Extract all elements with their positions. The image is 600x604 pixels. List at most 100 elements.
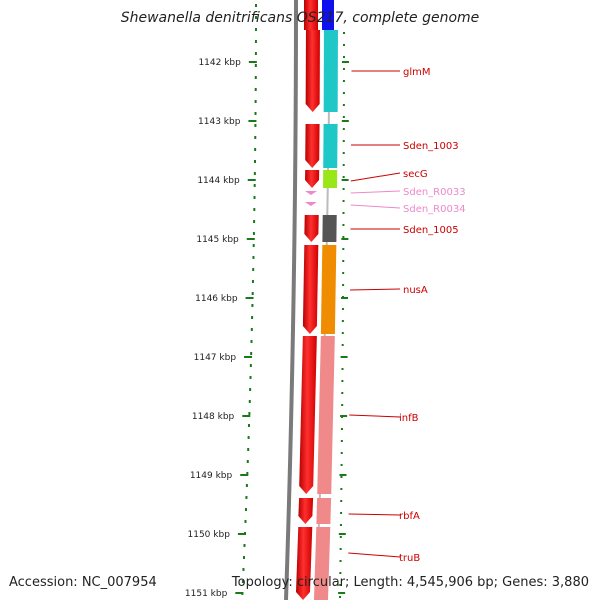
gene-band-Sden_1005	[322, 215, 337, 242]
ruler-tick	[340, 356, 348, 358]
ruler-dot	[340, 488, 343, 490]
ruler-tick	[341, 238, 349, 240]
ruler-tick	[237, 533, 246, 535]
ruler-dot	[341, 344, 344, 346]
ruler-tick-label: 1149 kbp	[190, 471, 233, 481]
ruler-dot	[254, 136, 257, 139]
gene-label-nusA[interactable]: nusA	[403, 285, 428, 296]
ruler-dot	[253, 208, 256, 211]
gene-arrow-truB[interactable]	[296, 527, 313, 600]
gene-label-Sden_1005[interactable]: Sden_1005	[403, 225, 459, 236]
ruler-dot	[254, 16, 257, 19]
ruler-dot	[252, 256, 255, 259]
ruler-tick-label: 1142 kbp	[198, 58, 241, 68]
ruler-dot	[342, 56, 345, 58]
ruler-tick	[244, 356, 253, 358]
gene-arrow-infB[interactable]	[299, 336, 317, 494]
gene-label-Sden_1003[interactable]: Sden_1003	[403, 141, 459, 152]
ruler-tick	[245, 297, 254, 299]
ruler-dot	[250, 352, 253, 355]
gene-label-Sden_R0033[interactable]: Sden_R0033	[403, 187, 466, 198]
ruler-dot	[249, 364, 252, 367]
ruler-dot	[339, 524, 342, 526]
gene-arrow-secG[interactable]	[305, 170, 320, 188]
ruler-tick	[340, 415, 348, 417]
gene-arrow-Sden_R0033[interactable]	[304, 191, 317, 195]
gene-label-glmM[interactable]: glmM	[403, 67, 431, 78]
ruler-dot	[254, 148, 257, 151]
ruler-tick	[338, 533, 346, 535]
ruler-dot	[253, 196, 256, 199]
ruler-dot	[250, 340, 253, 343]
ruler-tick	[338, 592, 346, 594]
ruler-tick-label: 1147 kbp	[194, 353, 237, 363]
gene-band-infB	[317, 336, 335, 494]
ruler-dot	[340, 512, 343, 514]
backbone-strand	[284, 0, 298, 601]
ruler-dot	[342, 80, 345, 82]
gene-label-secG[interactable]: secG	[403, 169, 428, 180]
ruler-dot	[340, 464, 343, 466]
ruler-dot	[254, 100, 257, 103]
gene-leader-nusA	[350, 288, 401, 291]
gene-arrow-Sden_1003[interactable]	[305, 124, 320, 168]
ruler-dot	[247, 448, 250, 451]
gene-band-truB	[314, 527, 331, 600]
gene-band-nusA	[320, 245, 337, 334]
gene-arrow-Sden_R0034[interactable]	[304, 202, 317, 206]
ruler-dot	[342, 104, 345, 106]
ruler-dot	[340, 452, 343, 454]
ruler-dot	[341, 380, 344, 382]
gene-arrow-nusA[interactable]	[302, 245, 319, 334]
ruler-dot	[339, 572, 342, 574]
ruler-dot	[250, 328, 253, 331]
gene-label-Sden_R0034[interactable]: Sden_R0034	[403, 204, 466, 215]
accession-text: Accession: NC_007954	[9, 575, 157, 590]
ruler-dot	[342, 140, 345, 142]
ruler-dot	[342, 248, 345, 250]
ruler-dot	[340, 476, 343, 478]
gene-leader-truB	[348, 552, 401, 558]
ruler-dot	[254, 88, 257, 91]
gene-arrow-Sden_1005[interactable]	[304, 215, 319, 242]
ruler-dot	[248, 400, 251, 403]
ruler-dot	[248, 412, 251, 415]
ruler-tick	[240, 474, 249, 476]
ruler-dot	[339, 548, 342, 550]
ruler-dot	[339, 584, 342, 586]
ruler-dot	[342, 188, 345, 190]
ruler-dot	[249, 388, 252, 391]
ruler-dot	[341, 392, 344, 394]
ruler-tick-label: 1144 kbp	[197, 176, 240, 186]
gene-label-truB[interactable]: truB	[399, 553, 420, 564]
ruler-dot	[251, 316, 254, 319]
ruler-dot	[342, 44, 345, 46]
ruler-dot	[339, 596, 342, 598]
gene-leader-secG	[350, 172, 401, 182]
ruler-dot	[251, 304, 254, 307]
ruler-dot	[252, 232, 255, 235]
ruler-dot	[254, 112, 257, 115]
gene-leader-infB	[349, 414, 401, 418]
ruler-dot	[246, 460, 249, 463]
ruler-dot	[247, 436, 250, 439]
ruler-dot	[341, 320, 344, 322]
ruler-dot	[339, 560, 342, 562]
gene-leader-Sden_R0034	[350, 204, 401, 209]
ruler-dot	[254, 160, 257, 163]
gene-band-glmM	[323, 30, 338, 112]
ruler-tick	[235, 592, 244, 594]
ruler-dot	[341, 308, 344, 310]
gene-label-infB[interactable]: infB	[399, 413, 419, 424]
ruler-dot	[342, 116, 345, 118]
ruler-dot	[342, 128, 345, 130]
gene-label-rbfA[interactable]: rbfA	[399, 511, 420, 522]
ruler-dot	[340, 440, 343, 442]
ruler-dot	[242, 556, 245, 559]
gene-arrow-glmM[interactable]	[305, 30, 320, 112]
ruler-dot	[253, 220, 256, 223]
ruler-dot	[248, 424, 251, 427]
gene-arrow-rbfA[interactable]	[298, 498, 314, 524]
